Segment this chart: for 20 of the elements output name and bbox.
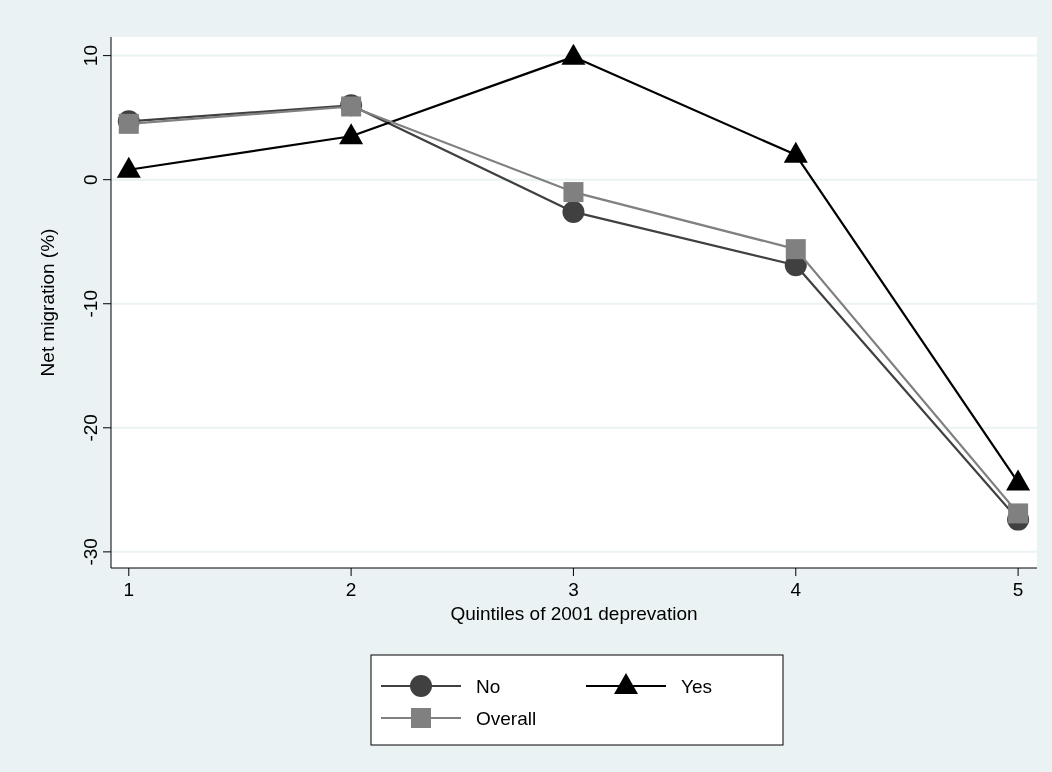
legend-label: Overall (476, 708, 537, 729)
x-tick-label: 2 (345, 579, 357, 600)
legend-label: Yes (681, 676, 712, 697)
x-tick-label: 5 (1012, 579, 1024, 600)
y-tick-label: 0 (80, 174, 101, 185)
point (1008, 503, 1029, 524)
x-axis-title: Quintiles of 2001 deprevation (450, 603, 698, 624)
point (563, 182, 584, 203)
y-tick-label: 10 (80, 45, 101, 67)
y-tick-label: -20 (80, 414, 101, 442)
x-tick-label: 1 (123, 579, 135, 600)
y-tick-label: -30 (80, 538, 101, 566)
x-tick-label: 4 (790, 579, 802, 600)
y-axis-title: Net migration (%) (37, 228, 58, 377)
point (785, 239, 806, 260)
legend-label: No (476, 676, 501, 697)
y-tick-label: -10 (80, 290, 101, 318)
point (339, 123, 364, 145)
x-tick-label: 3 (568, 579, 579, 600)
point (562, 200, 585, 223)
